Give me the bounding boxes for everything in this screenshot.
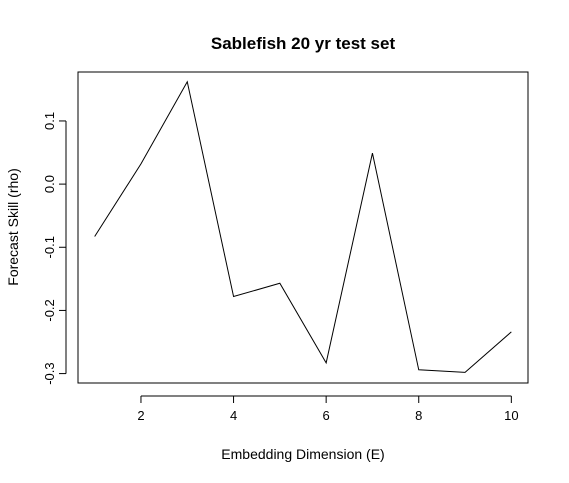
x-tick-label: 6 <box>323 408 330 423</box>
y-axis-label: Forecast Skill (rho) <box>5 168 21 285</box>
x-tick-label: 10 <box>504 408 518 423</box>
x-tick-label: 4 <box>230 408 237 423</box>
series-line <box>94 80 512 373</box>
plot-frame <box>77 71 529 384</box>
chart-title: Sablefish 20 yr test set <box>211 34 396 53</box>
y-axis: -0.3 -0.2 -0.1 0.0 0.1 <box>42 112 67 385</box>
y-tick-label: -0.3 <box>42 362 57 384</box>
y-tick-label: -0.1 <box>42 236 57 258</box>
series-layer <box>94 80 512 373</box>
x-axis-label: Embedding Dimension (E) <box>221 446 384 462</box>
x-tick-label: 2 <box>137 408 144 423</box>
y-tick-label: -0.2 <box>42 299 57 321</box>
x-axis: 2 4 6 8 10 <box>137 395 519 423</box>
y-tick-label: 0.1 <box>42 112 57 130</box>
y-tick-label: 0.0 <box>42 175 57 193</box>
x-tick-label: 8 <box>415 408 422 423</box>
